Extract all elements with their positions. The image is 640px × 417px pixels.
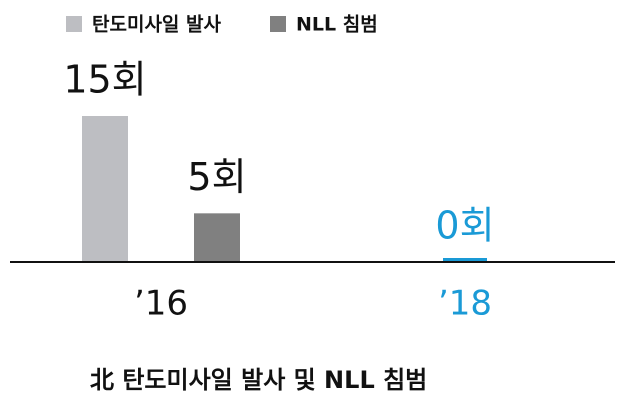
value-label: 0회 xyxy=(435,204,494,248)
legend-swatch xyxy=(270,16,286,32)
legend-swatch xyxy=(66,16,82,32)
bar xyxy=(194,213,240,262)
bar xyxy=(82,116,128,262)
value-label: 15회 xyxy=(63,58,146,102)
legend-label: 탄도미사일 발사 xyxy=(92,14,221,36)
x-tick-label: ’16 xyxy=(134,284,188,324)
x-tick-label: ’18 xyxy=(438,284,492,324)
value-label: 5회 xyxy=(187,155,246,199)
chart-title: 北 탄도미사일 발사 및 NLL 침범 xyxy=(90,366,427,394)
legend-label: NLL 침범 xyxy=(296,14,378,36)
